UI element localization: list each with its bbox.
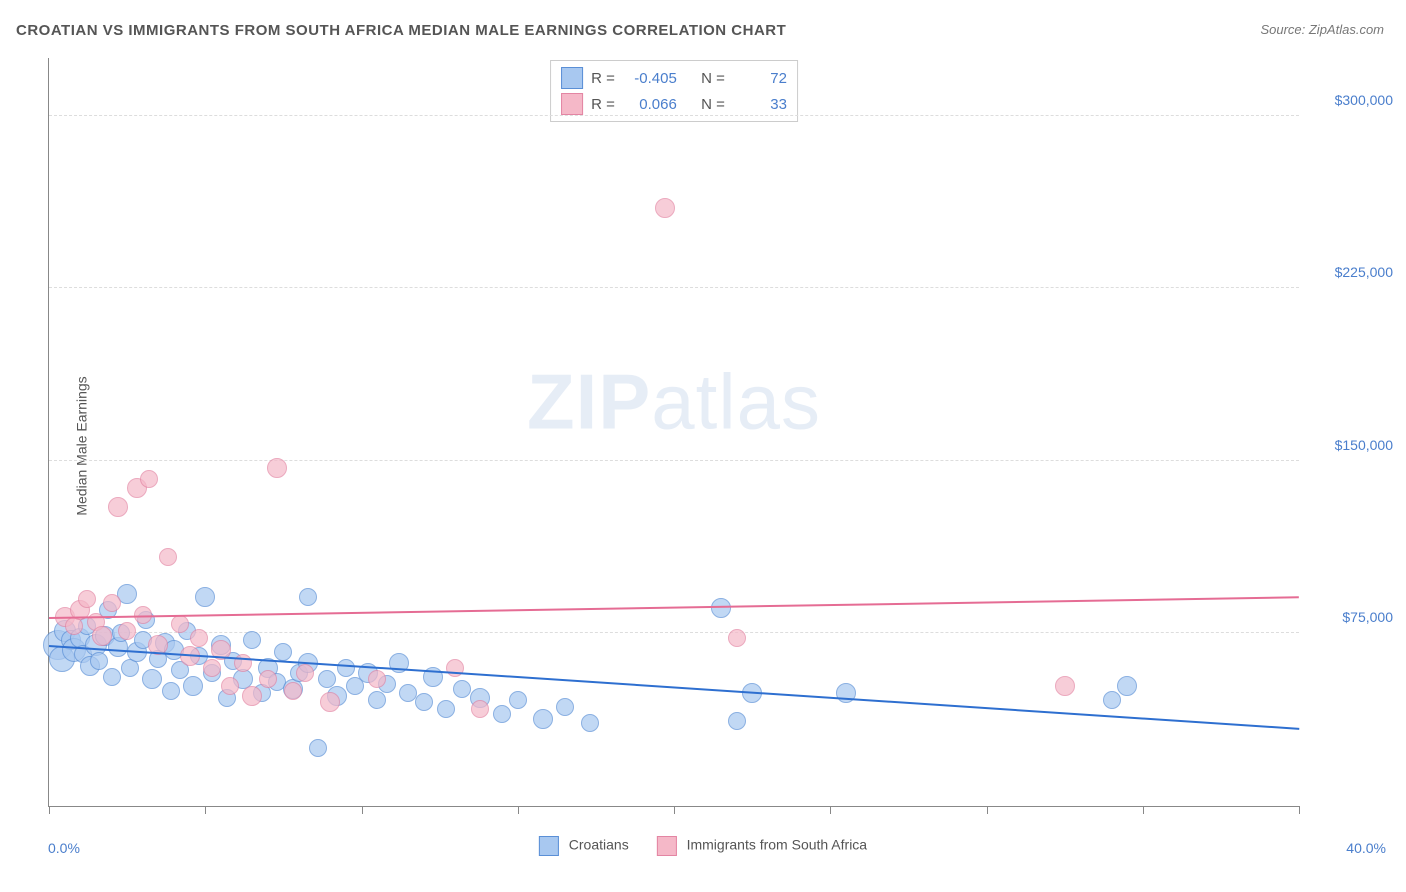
scatter-point — [556, 698, 574, 716]
x-tick — [205, 806, 206, 814]
scatter-point — [337, 659, 355, 677]
scatter-point — [203, 659, 221, 677]
scatter-point — [728, 712, 746, 730]
scatter-point — [103, 594, 121, 612]
correlation-box: R = -0.405 N = 72 R = 0.066 N = 33 — [550, 60, 798, 122]
scatter-point — [162, 682, 180, 700]
scatter-point — [581, 714, 599, 732]
x-tick — [987, 806, 988, 814]
y-tick-label: $225,000 — [1307, 264, 1393, 280]
scatter-point — [195, 587, 215, 607]
scatter-point — [453, 680, 471, 698]
chart-title: CROATIAN VS IMMIGRANTS FROM SOUTH AFRICA… — [16, 22, 786, 39]
scatter-point — [368, 691, 386, 709]
n-label: N = — [701, 70, 725, 87]
swatch-series-b — [561, 93, 583, 115]
n-label: N = — [701, 96, 725, 113]
scatter-point — [296, 664, 314, 682]
x-tick — [1299, 806, 1300, 814]
scatter-point — [711, 598, 731, 618]
y-tick-label: $300,000 — [1307, 92, 1393, 108]
scatter-point — [221, 677, 239, 695]
scatter-point — [103, 668, 121, 686]
trend-line — [49, 597, 1299, 620]
scatter-point — [1103, 691, 1121, 709]
correlation-row-b: R = 0.066 N = 33 — [561, 91, 787, 117]
scatter-point — [1117, 676, 1137, 696]
correlation-row-a: R = -0.405 N = 72 — [561, 65, 787, 91]
scatter-point — [183, 676, 203, 696]
scatter-point — [320, 692, 340, 712]
scatter-point — [509, 691, 527, 709]
r-value-a: -0.405 — [623, 70, 677, 87]
legend-item-b: Immigrants from South Africa — [657, 836, 867, 856]
swatch-series-a — [561, 67, 583, 89]
scatter-point — [1055, 676, 1075, 696]
source-attribution: Source: ZipAtlas.com — [1260, 22, 1384, 37]
x-tick — [518, 806, 519, 814]
grid-line — [49, 287, 1299, 288]
watermark-light: atlas — [651, 358, 821, 446]
grid-line — [49, 115, 1299, 116]
bottom-legend: Croatians Immigrants from South Africa — [539, 836, 867, 856]
y-tick-label: $150,000 — [1307, 437, 1393, 453]
scatter-point — [108, 497, 128, 517]
scatter-point — [284, 682, 302, 700]
x-tick — [49, 806, 50, 814]
watermark: ZIPatlas — [527, 357, 821, 448]
scatter-point — [533, 709, 553, 729]
scatter-point — [309, 739, 327, 757]
scatter-point — [493, 705, 511, 723]
r-label: R = — [591, 70, 615, 87]
plot-area: ZIPatlas R = -0.405 N = 72 R = 0.066 N =… — [48, 58, 1299, 807]
scatter-point — [78, 590, 96, 608]
scatter-point — [471, 700, 489, 718]
n-value-a: 72 — [733, 70, 787, 87]
legend-swatch-a — [539, 836, 559, 856]
scatter-point — [368, 670, 386, 688]
x-tick — [362, 806, 363, 814]
grid-line — [49, 632, 1299, 633]
x-tick — [830, 806, 831, 814]
legend-label-b: Immigrants from South Africa — [687, 837, 868, 853]
scatter-point — [142, 669, 162, 689]
scatter-point — [90, 652, 108, 670]
r-label: R = — [591, 96, 615, 113]
x-axis-min-label: 0.0% — [48, 840, 80, 856]
scatter-point — [118, 622, 136, 640]
scatter-point — [259, 670, 277, 688]
watermark-bold: ZIP — [527, 358, 651, 446]
x-tick — [674, 806, 675, 814]
scatter-point — [242, 686, 262, 706]
chart-container: CROATIAN VS IMMIGRANTS FROM SOUTH AFRICA… — [0, 0, 1406, 892]
x-axis-max-label: 40.0% — [1346, 840, 1386, 856]
scatter-point — [267, 458, 287, 478]
scatter-point — [728, 629, 746, 647]
legend-item-a: Croatians — [539, 836, 629, 856]
scatter-point — [92, 626, 112, 646]
legend-label-a: Croatians — [569, 837, 629, 853]
scatter-point — [274, 643, 292, 661]
scatter-point — [159, 548, 177, 566]
n-value-b: 33 — [733, 96, 787, 113]
scatter-point — [171, 615, 189, 633]
y-tick-label: $75,000 — [1307, 609, 1393, 625]
scatter-point — [140, 470, 158, 488]
legend-swatch-b — [657, 836, 677, 856]
x-tick — [1143, 806, 1144, 814]
scatter-point — [190, 629, 208, 647]
scatter-point — [437, 700, 455, 718]
scatter-point — [299, 588, 317, 606]
r-value-b: 0.066 — [623, 96, 677, 113]
scatter-point — [243, 631, 261, 649]
scatter-point — [415, 693, 433, 711]
grid-line — [49, 460, 1299, 461]
scatter-point — [655, 198, 675, 218]
